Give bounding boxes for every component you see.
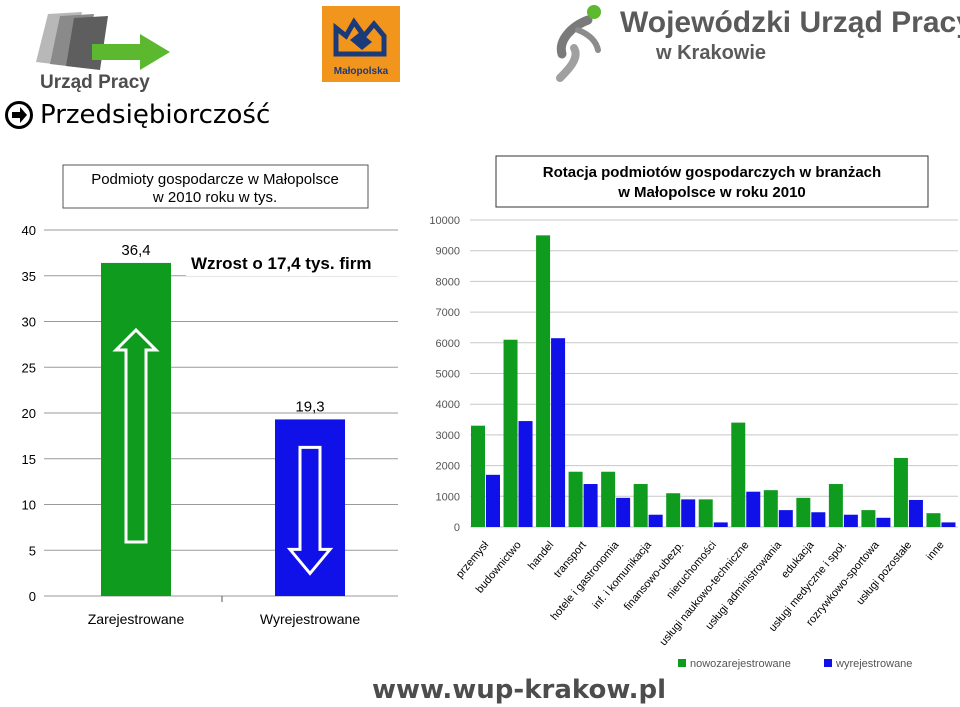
chart-left-value-label: 36,4 [121, 242, 150, 259]
footer-url: www.wup-krakow.pl [372, 675, 667, 705]
chart-left-annotation-bg [186, 248, 400, 276]
slide-title: Przedsiębiorczość [4, 100, 270, 130]
chart-left-title-line1: Podmioty gospodarcze w Małopolsce [91, 171, 339, 188]
chart-left-bar [275, 419, 345, 596]
slide-title-text: Przedsiębiorczość [40, 100, 271, 130]
chart-right-title-line2: w Małopolsce w roku 2010 [617, 184, 806, 201]
up-arrow-icon [112, 327, 160, 544]
chart-right-category-label: inf. i komunikacja [591, 539, 655, 612]
chart-right-bar-registered [796, 497, 811, 527]
chart-left-annotation: Wzrost o 17,4 tys. firm [191, 254, 371, 273]
chart-right-bar-deregistered [486, 474, 500, 527]
chart-right-bar-registered [568, 471, 583, 527]
chart-left-category-label: Zarejestrowane [88, 611, 185, 627]
chart-right-bar-registered [698, 499, 713, 527]
logo-up-arrow [92, 34, 170, 70]
chart-right-ytick-label: 8000 [436, 276, 460, 288]
chart-right-ytick-label: 4000 [436, 399, 460, 411]
chart-right-bar-deregistered [648, 514, 663, 527]
chart-right-ytick-label: 7000 [436, 307, 460, 319]
chart-right-bar-registered [828, 484, 843, 527]
logo-mp-eagle-icon [350, 32, 372, 50]
chart-left-ytick-label: 20 [22, 406, 36, 421]
wup-krakow-logo: Wojewódzki Urząd Pracy w Krakowie [548, 0, 960, 86]
chart-left-ytick-label: 5 [29, 543, 36, 558]
chart-right-bar-deregistered [616, 497, 631, 527]
urzad-pracy-logo: Urząd Pracy [36, 12, 170, 92]
chart-left-title-box [62, 164, 369, 209]
chart-right-ytick-label: 10000 [429, 215, 460, 227]
chart-left-ytick-label: 30 [22, 315, 36, 330]
chart-right-bar-registered [601, 471, 616, 527]
chart-right-bar-registered [926, 513, 941, 527]
chart-right-bar-deregistered [681, 499, 696, 527]
chart-right-bar-registered [471, 425, 485, 527]
logo-wup-line2: w Krakowie [656, 42, 767, 64]
chart-right-bar-deregistered [746, 491, 761, 527]
chart-right-bar-deregistered [551, 338, 566, 527]
chart-left-ytick-label: 10 [22, 498, 36, 513]
chart-right-bar-deregistered [778, 510, 793, 527]
runner-figure-icon [556, 5, 601, 82]
chart-right-category-label: finansowo-ubezp. [622, 539, 687, 613]
chart-right-ytick-label: 9000 [436, 246, 460, 258]
chart-right-ytick-label: 2000 [436, 461, 460, 473]
circle-arrow-right-icon [5, 101, 33, 129]
chart-right-bar-deregistered [876, 517, 891, 527]
chart-right-ytick-label: 6000 [436, 338, 460, 350]
logo-mp-text: Małopolska [334, 66, 389, 77]
chart-right-legend-swatch [678, 659, 686, 667]
chart-right-title-box [495, 155, 929, 208]
chart-right-bar-registered [536, 235, 551, 527]
chart-left-bar [101, 262, 171, 596]
chart-right-bar-registered [666, 493, 681, 527]
chart-right-bar-registered [893, 457, 908, 527]
industry-rotation-chart: 0 1000 2000 3000 4000 5000 6000 7000 8000 9000 100… [429, 155, 958, 670]
chart-right-ytick-label: 5000 [436, 369, 460, 381]
chart-right-bar-deregistered [908, 499, 923, 527]
chart-right-legend-label: nowozarejestrowane [690, 658, 791, 670]
chart-right-bar-registered [763, 490, 778, 527]
chart-left-value-label: 19,3 [295, 398, 324, 415]
logo-wup-line1: Wojewódzki Urząd Pracy [620, 6, 960, 39]
chart-right-legend-label: wyrejestrowane [835, 658, 912, 670]
chart-right-bar-registered [861, 510, 876, 527]
chart-right-category-label: handel [526, 539, 556, 572]
chart-left-ytick-label: 15 [22, 452, 36, 467]
chart-left-category-label: Wyrejestrowane [260, 611, 360, 627]
chart-right-bar-deregistered [941, 522, 956, 527]
chart-right-bar-deregistered [811, 512, 826, 527]
chart-right-legend-swatch [824, 659, 832, 667]
malopolska-logo: Małopolska [322, 6, 400, 82]
chart-right-bar-registered [633, 484, 648, 527]
chart-right-ytick-label: 3000 [436, 430, 460, 442]
chart-right-bar-deregistered [843, 514, 858, 527]
chart-right-title-line1: Rotacja podmiotów gospodarczych w branża… [543, 164, 881, 181]
chart-right-bar-registered [503, 339, 518, 527]
chart-left-ytick-label: 0 [29, 589, 36, 604]
chart-right-bar-deregistered [518, 421, 533, 527]
chart-right-ytick-label: 0 [454, 522, 460, 534]
chart-right-bar-deregistered [713, 522, 728, 527]
logo-up-text: Urząd Pracy [40, 72, 150, 92]
down-arrow-icon [286, 445, 334, 576]
chart-right-category-label: inne [924, 539, 947, 563]
chart-left-ytick-label: 35 [22, 269, 36, 284]
chart-right-ytick-label: 1000 [436, 491, 460, 503]
chart-right-bar-deregistered [583, 484, 598, 527]
chart-left-ytick-label: 25 [22, 360, 36, 375]
chart-left-ytick-label: 40 [22, 223, 36, 238]
chart-right-bar-registered [731, 422, 746, 527]
chart-left-title-line2: w 2010 roku w tys. [152, 189, 277, 206]
